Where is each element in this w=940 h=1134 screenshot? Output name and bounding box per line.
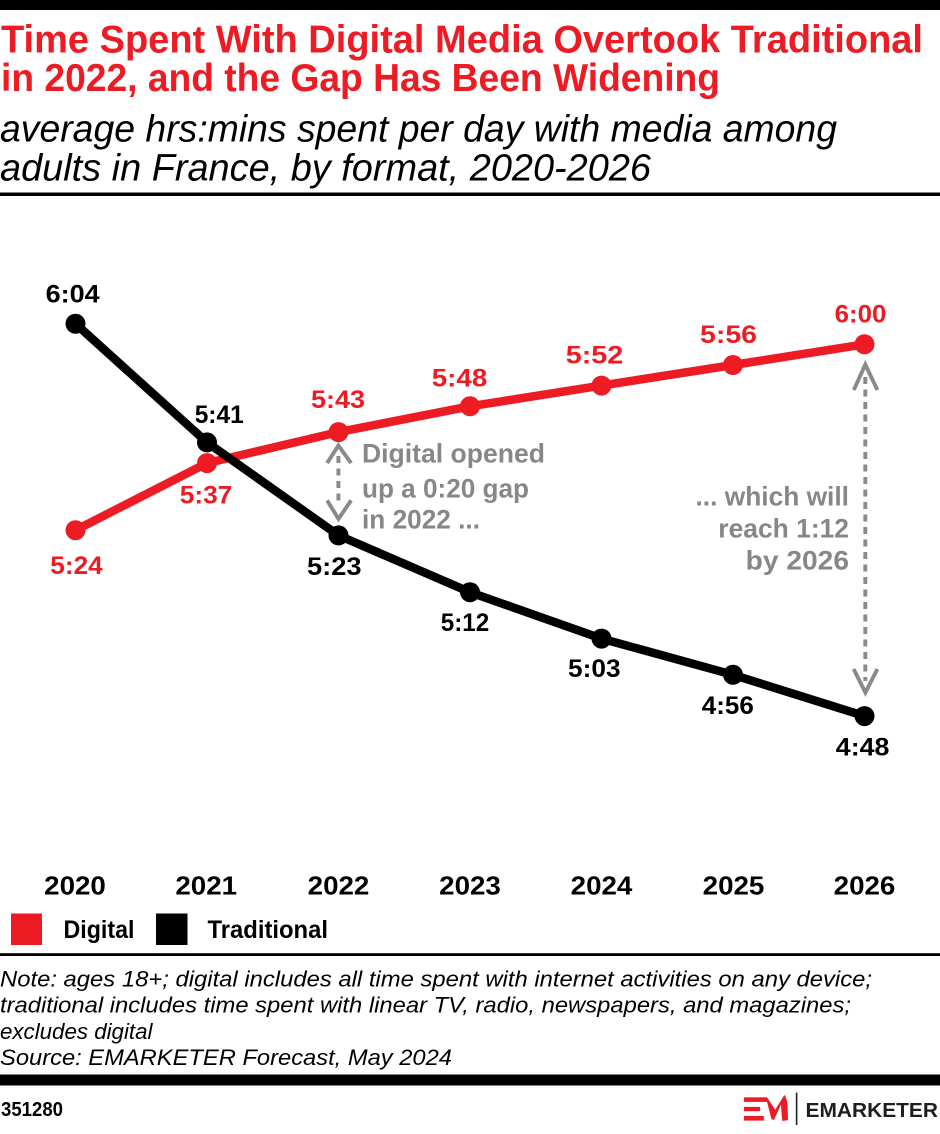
svg-text:EMARKETER: EMARKETER bbox=[806, 1099, 939, 1122]
svg-text:6:00: 6:00 bbox=[835, 300, 887, 328]
svg-text:excludes digital: excludes digital bbox=[0, 1019, 153, 1044]
svg-text:5:43: 5:43 bbox=[311, 386, 365, 414]
svg-text:in 2022 ...: in 2022 ... bbox=[362, 505, 480, 535]
svg-text:5:56: 5:56 bbox=[700, 321, 757, 349]
svg-text:2021: 2021 bbox=[175, 870, 237, 900]
svg-text:351280: 351280 bbox=[1, 1099, 63, 1121]
svg-text:reach 1:12: reach 1:12 bbox=[718, 514, 849, 544]
svg-text:5:41: 5:41 bbox=[195, 401, 244, 429]
svg-text:up a 0:20 gap: up a 0:20 gap bbox=[362, 473, 529, 503]
svg-text:Digital opened: Digital opened bbox=[362, 438, 545, 468]
svg-text:5:12: 5:12 bbox=[441, 609, 490, 637]
svg-text:... which will: ... which will bbox=[696, 482, 850, 512]
svg-text:4:48: 4:48 bbox=[836, 733, 890, 761]
svg-text:6:04: 6:04 bbox=[46, 280, 100, 308]
svg-text:traditional includes time spen: traditional includes time spent with lin… bbox=[0, 993, 851, 1018]
svg-text:Source: EMARKETER Forecast, Ma: Source: EMARKETER Forecast, May 2024 bbox=[0, 1045, 452, 1070]
svg-text:4:56: 4:56 bbox=[702, 692, 754, 720]
svg-text:adults in France, by format, 2: adults in France, by format, 2020-2026 bbox=[0, 148, 652, 190]
svg-text:2026: 2026 bbox=[834, 870, 896, 900]
svg-text:5:23: 5:23 bbox=[307, 553, 362, 581]
svg-text:Traditional: Traditional bbox=[208, 916, 329, 944]
svg-text:2025: 2025 bbox=[703, 870, 765, 900]
svg-text:2020: 2020 bbox=[44, 870, 106, 900]
svg-text:by 2026: by 2026 bbox=[746, 546, 849, 576]
svg-text:2022: 2022 bbox=[308, 870, 370, 900]
svg-text:5:37: 5:37 bbox=[180, 482, 233, 510]
svg-text:5:03: 5:03 bbox=[568, 655, 621, 683]
svg-text:5:24: 5:24 bbox=[50, 552, 103, 580]
svg-text:Time Spent With Digital Media: Time Spent With Digital Media Overtook T… bbox=[1, 18, 923, 61]
svg-text:2024: 2024 bbox=[571, 870, 633, 900]
svg-text:5:48: 5:48 bbox=[432, 365, 488, 393]
svg-text:average hrs:mins spent per day: average hrs:mins spent per day with medi… bbox=[0, 109, 837, 151]
svg-text:2023: 2023 bbox=[439, 870, 501, 900]
svg-text:Note: ages 18+; digital includ: Note: ages 18+; digital includes all tim… bbox=[0, 966, 872, 991]
svg-text:5:52: 5:52 bbox=[566, 342, 624, 370]
svg-text:Digital: Digital bbox=[64, 916, 135, 944]
svg-text:in 2022, and the Gap Has Been: in 2022, and the Gap Has Been Widening bbox=[1, 57, 720, 100]
